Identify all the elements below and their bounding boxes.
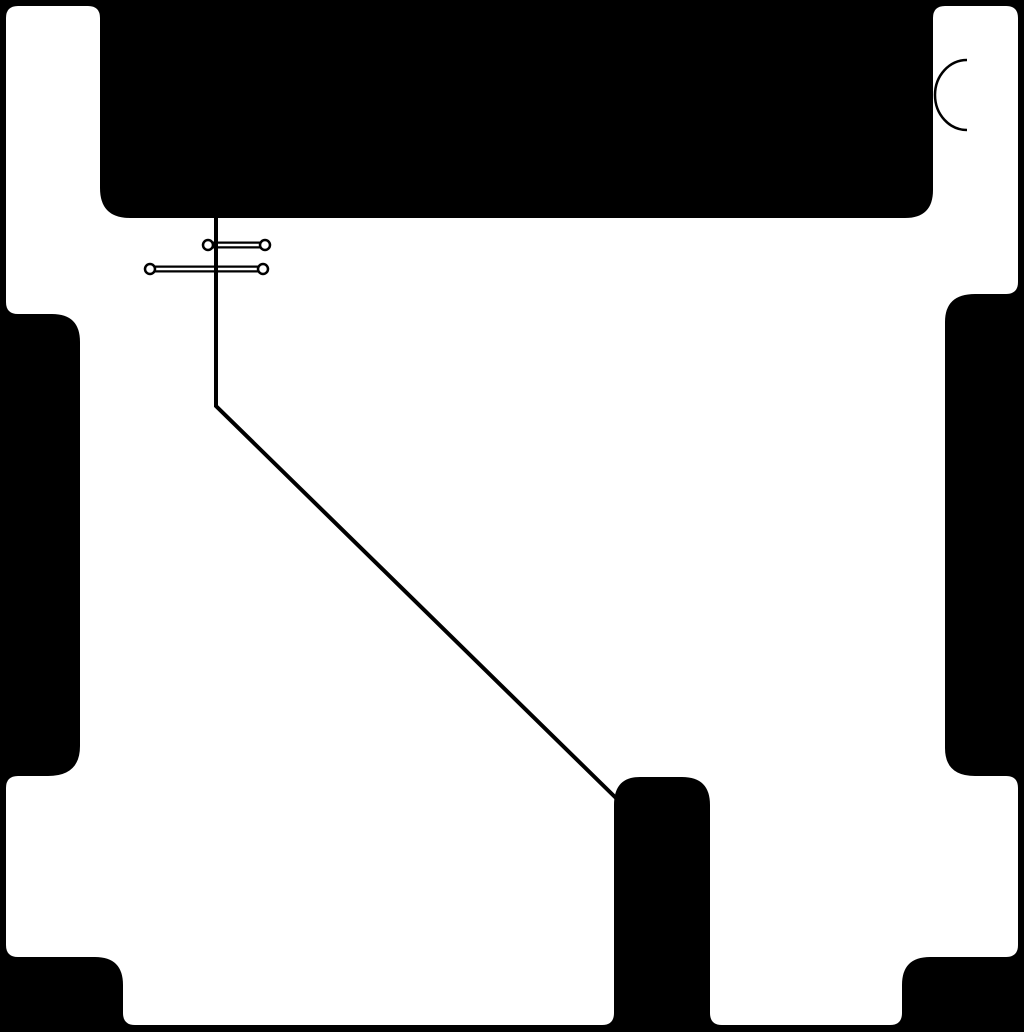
marker-end-circle bbox=[256, 262, 270, 276]
marker-end-circle bbox=[143, 262, 157, 276]
marker-end-circle bbox=[258, 238, 272, 252]
connector-marker-upper bbox=[201, 238, 272, 252]
floor-plan-area bbox=[6, 6, 1018, 1025]
marker-end-circle bbox=[201, 238, 215, 252]
connector-marker-lower bbox=[143, 262, 270, 276]
door-arc-symbol bbox=[933, 58, 968, 132]
